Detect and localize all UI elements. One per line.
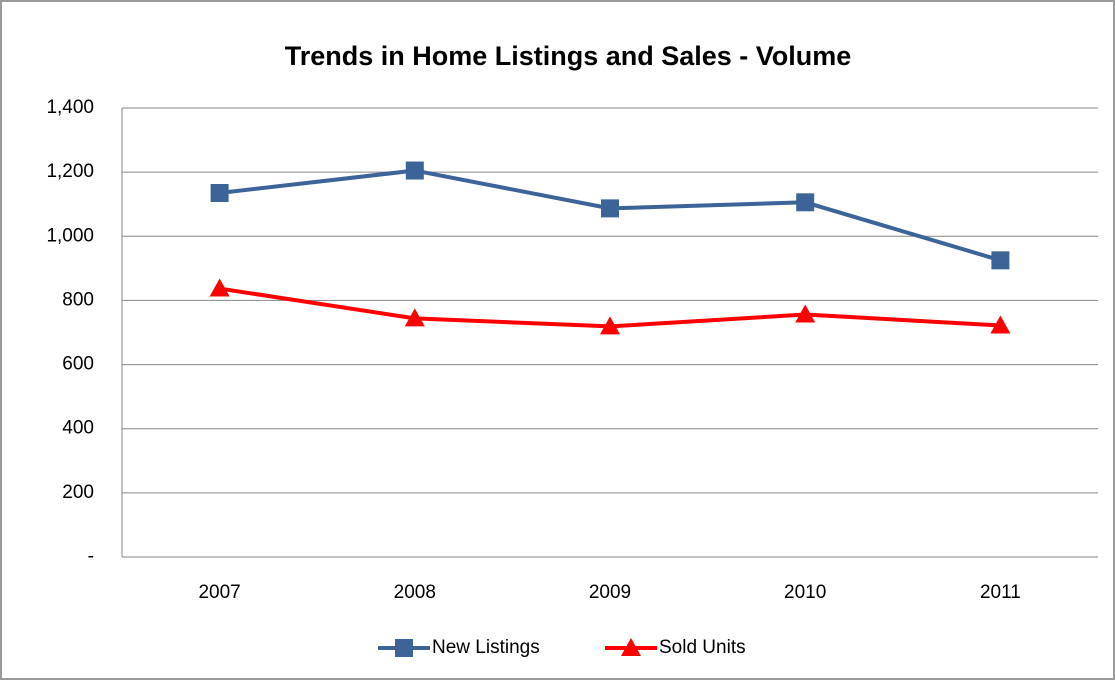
y-tick-label: 1,200 <box>46 161 94 182</box>
x-tick-label: 2011 <box>980 582 1021 603</box>
legend-label: Sold Units <box>659 637 746 658</box>
y-tick-label: 400 <box>62 418 94 439</box>
marker <box>990 315 1011 334</box>
y-tick-label: - <box>88 546 94 567</box>
marker <box>991 251 1010 270</box>
y-tick-label: 1,400 <box>46 97 94 118</box>
marker <box>209 278 230 297</box>
legend-label: New Listings <box>432 637 540 658</box>
marker <box>796 193 815 212</box>
marker <box>795 304 816 323</box>
marker <box>601 199 619 218</box>
x-tick-label: 2010 <box>784 582 826 603</box>
marker <box>600 316 620 335</box>
x-tick-label: 2008 <box>394 582 436 603</box>
x-tick-label: 2009 <box>589 582 631 603</box>
marker <box>405 161 424 180</box>
marker <box>210 183 229 202</box>
marker <box>621 638 641 656</box>
y-tick-label: 200 <box>62 482 94 503</box>
marker <box>395 639 413 657</box>
y-tick-label: 600 <box>62 354 94 375</box>
y-tick-label: 1,000 <box>46 225 94 246</box>
y-tick-label: 800 <box>62 289 94 310</box>
x-tick-label: 2007 <box>198 582 240 603</box>
marker <box>404 308 425 327</box>
chart-title: Trends in Home Listings and Sales - Volu… <box>285 41 852 71</box>
